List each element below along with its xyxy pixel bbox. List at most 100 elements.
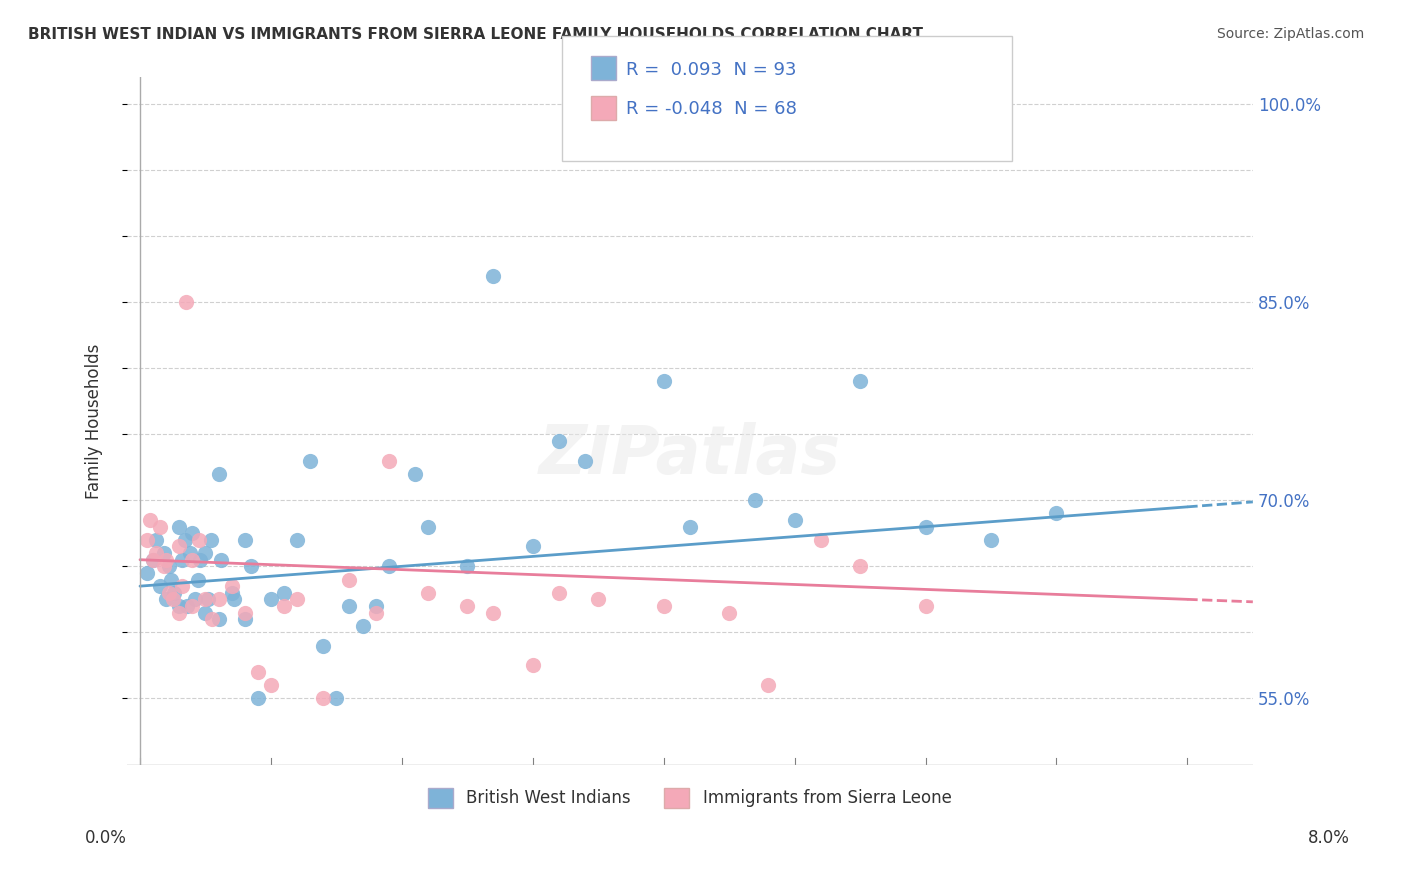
Point [221,579,243,593]
Point [273,599,295,613]
Legend: British West Indians, Immigrants from Sierra Leone: British West Indians, Immigrants from Si… [422,780,959,814]
Point [744,493,766,508]
Point [233,606,256,620]
Point [377,559,399,574]
Point [145,533,167,547]
Point [207,592,229,607]
Point [142,552,165,566]
Point [377,453,399,467]
Point [194,592,217,607]
Point [285,592,308,607]
Point [209,552,232,566]
Point [169,519,191,533]
Text: 8.0%: 8.0% [1308,829,1350,847]
Point [339,573,361,587]
Point [482,606,505,620]
Point [233,612,256,626]
Text: 0.0%: 0.0% [84,829,127,847]
Point [181,552,204,566]
Point [980,533,1002,547]
Point [456,599,478,613]
Point [145,546,167,560]
Point [169,540,191,554]
Point [325,823,347,838]
Point [758,678,780,692]
Point [260,592,283,607]
Text: ZIPatlas: ZIPatlas [538,422,841,488]
Point [1045,507,1067,521]
Point [157,559,180,574]
Point [783,513,806,527]
Point [160,573,183,587]
Text: Source: ZipAtlas.com: Source: ZipAtlas.com [1216,27,1364,41]
Point [849,375,872,389]
Point [170,579,193,593]
Point [679,519,702,533]
Point [246,691,269,706]
Point [273,586,295,600]
Point [184,592,207,607]
Point [142,552,165,566]
Point [364,599,387,613]
Point [652,599,675,613]
Point [914,599,936,613]
Point [404,467,426,481]
Point [522,540,544,554]
Point [155,592,177,607]
Point [586,592,609,607]
Point [179,546,201,560]
Point [201,612,224,626]
Point [187,573,209,587]
Point [416,519,439,533]
Y-axis label: Family Households: Family Households [86,343,103,499]
Point [149,519,172,533]
Point [364,606,387,620]
Point [718,606,741,620]
Point [194,546,217,560]
Point [181,526,204,541]
Point [312,691,335,706]
Point [207,612,229,626]
Point [135,566,157,580]
Point [352,619,374,633]
Point [456,559,478,574]
Point [240,559,263,574]
Point [194,606,217,620]
Point [149,579,172,593]
Point [152,546,174,560]
Point [482,268,505,283]
Point [169,599,191,613]
Point [574,453,596,467]
Text: R = -0.048  N = 68: R = -0.048 N = 68 [626,100,797,118]
Point [233,533,256,547]
Point [325,691,347,706]
Point [170,552,193,566]
Point [174,295,197,310]
Point [224,592,246,607]
Point [176,599,198,613]
Point [299,453,322,467]
Point [155,552,177,566]
Point [162,592,184,607]
Point [849,559,872,574]
Point [914,519,936,533]
Point [221,586,243,600]
Point [139,513,162,527]
Point [169,606,191,620]
Point [188,552,211,566]
Point [246,665,269,679]
Point [652,375,675,389]
Point [200,533,222,547]
Point [173,533,195,547]
Point [207,467,229,481]
Point [548,586,571,600]
Point [416,586,439,600]
Point [197,592,219,607]
Point [181,599,204,613]
Point [810,533,832,547]
Point [548,434,571,448]
Point [187,533,209,547]
Point [339,599,361,613]
Point [163,586,186,600]
Point [152,559,174,574]
